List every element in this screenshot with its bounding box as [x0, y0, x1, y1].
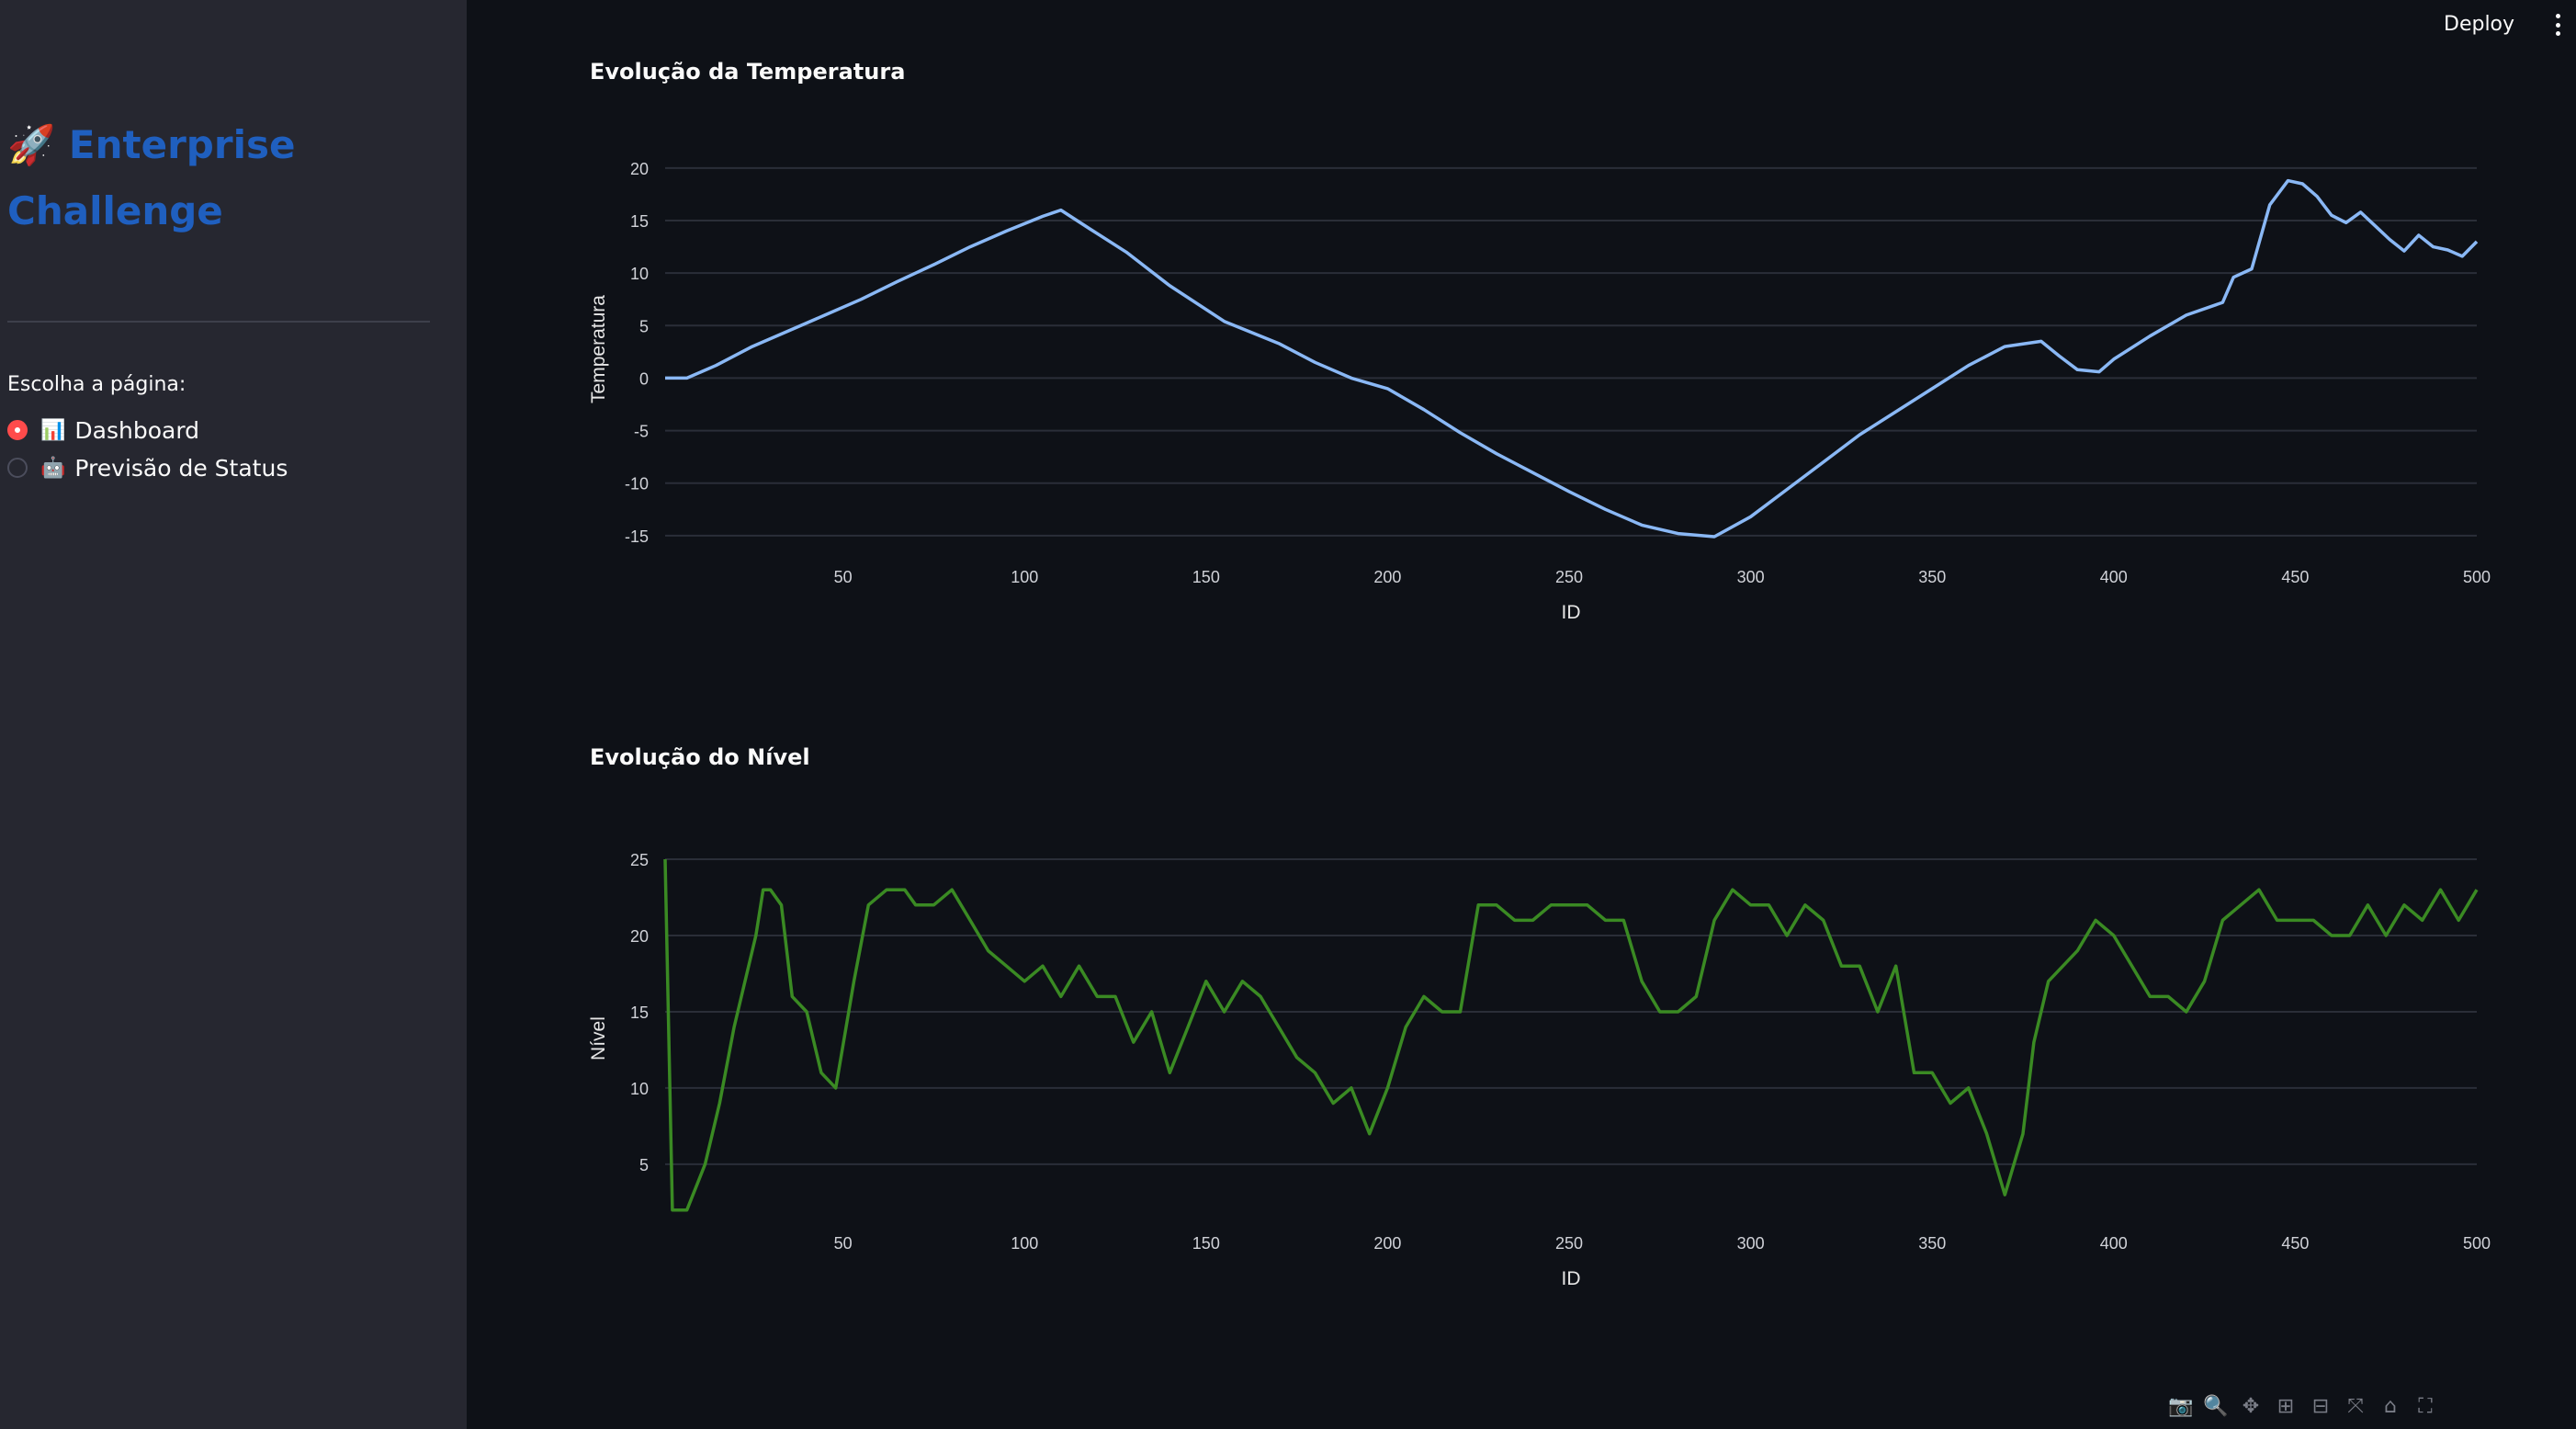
x-tick-label: 50	[834, 1234, 853, 1253]
x-tick-label: 250	[1555, 1234, 1583, 1253]
series-line	[665, 178, 2479, 539]
app-title-text: Enterprise Challenge	[7, 122, 296, 233]
y-axis-title: Nível	[588, 1016, 609, 1060]
camera-icon[interactable]: 📷	[2168, 1394, 2194, 1418]
robot-icon: 🤖	[40, 456, 66, 480]
y-tick-label: -15	[625, 527, 649, 546]
y-tick-label: 0	[639, 369, 649, 388]
deploy-button[interactable]: Deploy	[2444, 13, 2515, 36]
y-tick-label: 5	[639, 317, 649, 335]
y-tick-label: 20	[630, 927, 649, 946]
zoom-icon[interactable]: 🔍	[2203, 1394, 2229, 1418]
x-tick-label: 350	[1918, 1234, 1946, 1253]
radio-label-dashboard: Dashboard	[74, 416, 200, 444]
x-tick-label: 200	[1373, 1234, 1401, 1253]
x-axis-title: ID	[1562, 1268, 1581, 1289]
main-menu-icon[interactable]	[2550, 11, 2565, 39]
x-tick-label: 150	[1192, 1234, 1220, 1253]
radio-button-checked[interactable]	[7, 420, 28, 440]
radio-label-previsao-status: Previsão de Status	[74, 454, 288, 482]
bar-chart-icon: 📊	[40, 418, 66, 442]
y-tick-label: 20	[630, 160, 649, 178]
rocket-icon: 🚀	[7, 122, 56, 167]
zoom-out-icon[interactable]: ⊟	[2311, 1394, 2330, 1418]
app-title: 🚀 Enterprise Challenge	[7, 112, 412, 244]
series-line	[663, 858, 2479, 1212]
y-tick-label: -10	[625, 475, 649, 493]
x-tick-label: 400	[2100, 568, 2128, 586]
x-tick-label: 200	[1373, 568, 1401, 586]
x-tick-label: 400	[2100, 1234, 2128, 1253]
x-tick-label: 500	[2463, 1234, 2491, 1253]
radio-option-previsao-status[interactable]: 🤖 Previsão de Status	[7, 451, 288, 484]
x-tick-label: 100	[1011, 568, 1038, 586]
sidebar-divider	[7, 321, 430, 323]
autoscale-icon[interactable]: ⤧	[2347, 1394, 2364, 1418]
x-tick-label: 150	[1192, 568, 1220, 586]
x-tick-label: 350	[1918, 568, 1946, 586]
fullscreen-icon[interactable]: ⛶	[2418, 1394, 2433, 1418]
x-tick-label: 250	[1555, 568, 1583, 586]
page-select-label: Escolha a página:	[7, 373, 186, 396]
y-tick-label: 15	[630, 212, 649, 231]
radio-option-dashboard[interactable]: 📊 Dashboard	[7, 414, 199, 447]
radio-button-unchecked[interactable]	[7, 458, 28, 478]
x-axis-title: ID	[1562, 602, 1581, 623]
y-tick-label: 25	[630, 851, 649, 869]
zoom-in-icon[interactable]: ⊞	[2277, 1394, 2295, 1418]
x-tick-label: 500	[2463, 568, 2491, 586]
home-icon[interactable]: ⌂	[2384, 1394, 2397, 1418]
y-tick-label: 10	[630, 265, 649, 283]
chart-modebar: 📷 🔍 ✥ ⊞ ⊟ ⤧ ⌂ ⛶	[2168, 1391, 2447, 1421]
x-tick-label: 450	[2281, 1234, 2309, 1253]
x-tick-label: 50	[834, 568, 853, 586]
pan-icon[interactable]: ✥	[2242, 1394, 2260, 1418]
x-tick-label: 450	[2281, 568, 2309, 586]
y-axis-title: Temperatura	[588, 295, 609, 403]
y-tick-label: 10	[630, 1080, 649, 1098]
y-tick-label: 15	[630, 1004, 649, 1022]
y-tick-label: 5	[639, 1156, 649, 1174]
temperature-chart-title: Evolução da Temperatura	[590, 59, 906, 85]
sidebar: 🚀 Enterprise Challenge Escolha a página:…	[0, 0, 467, 1429]
level-chart[interactable]: 25 20 15 10 5 50 100 150 200 250 300 350 400 450 500 ID…	[0, 680, 2576, 1342]
x-tick-label: 100	[1011, 1234, 1038, 1253]
x-tick-label: 300	[1737, 1234, 1765, 1253]
level-chart-title: Evolução do Nível	[590, 744, 810, 770]
y-tick-label: -5	[634, 423, 649, 441]
x-tick-label: 300	[1737, 568, 1765, 586]
